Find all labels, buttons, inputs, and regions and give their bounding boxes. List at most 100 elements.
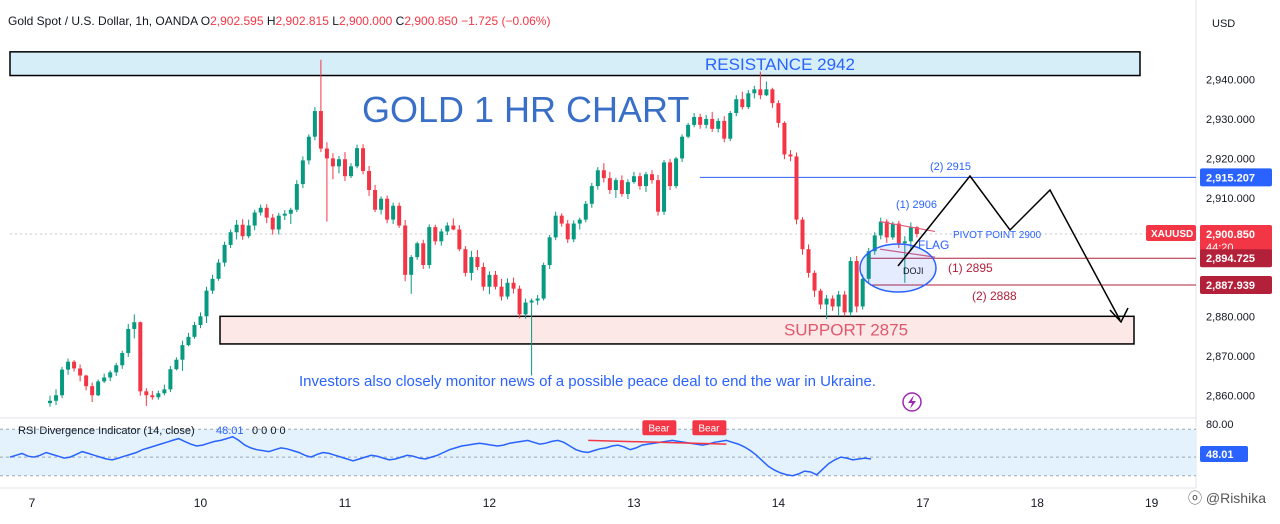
support-label: SUPPORT 2875 [784,320,908,339]
candle-body [397,205,402,226]
candle-body [469,257,474,273]
candle-body [740,99,745,108]
candle-body [367,171,372,190]
candle-body [680,136,685,159]
candle-body [812,272,817,291]
candle-body [120,353,125,366]
price-tick-label: 2,870.000 [1206,351,1255,363]
candle-body [385,198,390,220]
low-label: L [332,14,339,28]
candle-body [60,369,65,396]
candle-body [577,219,582,224]
candle-body [445,225,450,232]
candle-body [752,89,757,94]
candle-body [102,377,107,382]
candle-body [427,227,432,265]
candle-body [463,249,468,273]
candle-body [902,241,907,244]
candle-body [415,243,420,258]
time-tick-label: 19 [1145,496,1159,510]
candle-body [90,386,95,396]
candle-body [631,176,636,183]
candle-body [866,251,871,279]
resistance-label: RESISTANCE 2942 [705,55,855,74]
symbol-tag-bg [1146,225,1196,242]
current-price-tag: 2,900.850 [1206,229,1255,241]
candle-body [138,322,143,392]
candle-body [48,400,52,404]
candle-body [475,257,480,267]
candle-body [523,302,528,315]
rsi-band [0,429,1196,476]
symbol-title[interactable]: Gold Spot / U.S. Dollar, 1h, OANDA [8,14,198,28]
candle-body [72,361,77,369]
price-tag-2894-bg [1200,249,1272,268]
candle-body [896,223,901,244]
candle-body [746,93,751,108]
projection-arrowhead [1109,307,1129,324]
candle-body [270,217,275,230]
price-tag-2887: 2,887.939 [1206,280,1255,292]
rsi-extra-values: 0 0 0 0 [252,425,286,437]
candle-body [222,244,227,263]
candle-body [541,265,546,299]
candle-body [361,148,366,172]
candle-body [559,215,564,224]
candle-body [240,224,245,237]
candle-body [553,215,558,238]
price-tick-label: 2,860.000 [1206,390,1255,402]
rsi-current-tag-bg [1200,446,1248,462]
candle-body [409,257,414,275]
bear-badge-2-bg [692,420,727,436]
candle-body [722,120,727,139]
candle-body [252,212,257,226]
candle-body [66,361,71,370]
candle-body [493,274,498,287]
candle-body [517,288,522,315]
candle-body [613,180,618,190]
candle-body [78,368,83,376]
time-tick-label: 13 [627,496,641,510]
candle-body [650,174,654,181]
candle-body [318,111,323,149]
time-tick-label: 12 [483,496,497,510]
candle-body [373,190,378,210]
candle-body [884,221,889,238]
candle-body [625,182,630,194]
price-tick-label: 2,940.000 [1206,74,1255,86]
candle-body [908,227,913,242]
candle-body [764,89,769,96]
candle-body [168,369,173,390]
candle-body [342,159,347,177]
candle-body [391,205,396,220]
time-tick-label: 10 [194,496,208,510]
candle-body [114,365,119,373]
candle-body [300,160,305,185]
doji-label: DOJI [903,266,924,276]
candle-body [421,243,426,265]
close-label: C [395,14,405,28]
bear-divergence-line [588,439,727,445]
candle-body [824,298,829,305]
target-2906-label: (1) 2906 [896,199,937,211]
candle-body [836,294,841,307]
candle-body [180,345,185,360]
price-tick-label: 2,910.000 [1206,193,1255,205]
candle-body [379,198,384,210]
candle-body [228,232,233,245]
candle-body [535,298,540,301]
news-annotation: Investors also closely monitor news of a… [299,373,876,390]
candle-body [854,261,859,307]
candle-body [637,176,642,187]
candle-body [601,170,606,179]
candle-body [234,224,239,233]
rsi-indicator-label: RSI Divergence Indicator (14, close) [18,425,195,437]
candle-body [306,136,311,161]
projection-path [897,174,1121,321]
candle-body [198,316,203,325]
candle-body [589,186,594,204]
candle-body [451,225,456,230]
time-tick-label: 7 [29,496,36,510]
candle-body [210,278,215,291]
